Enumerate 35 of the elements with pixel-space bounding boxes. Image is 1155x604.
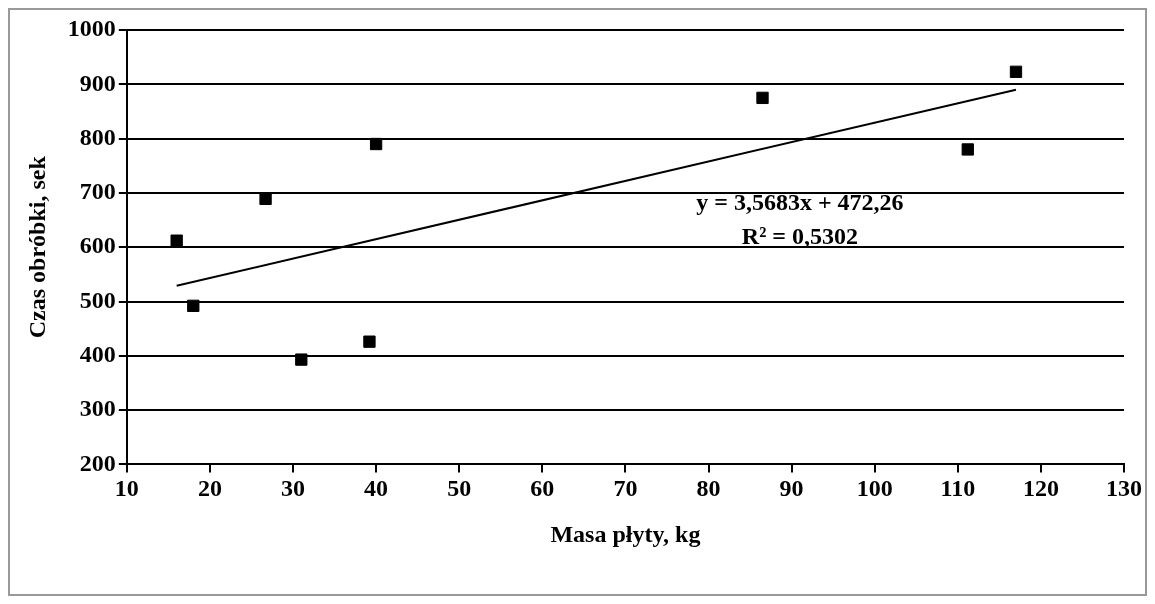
y-tick-label: 300 [79, 395, 116, 422]
x-tick-label: 90 [779, 475, 804, 501]
point [369, 137, 383, 151]
point [756, 91, 769, 105]
x-tick-label: 110 [940, 475, 976, 501]
y-tick-label: 800 [79, 123, 116, 150]
x-tick-label: 20 [197, 475, 222, 501]
point [187, 299, 200, 312]
y-tick-label: 700 [79, 178, 116, 205]
y-tick-label: 200 [79, 449, 116, 476]
x-tick-label: 130 [1106, 475, 1142, 501]
x-axis-title: Masa płyty, kg [550, 520, 701, 547]
y-tick-label: 1000 [67, 15, 116, 42]
point [1009, 65, 1023, 78]
point [961, 143, 974, 156]
y-tick-label: 500 [79, 286, 116, 313]
point [259, 192, 272, 206]
y-tick-label: 400 [79, 341, 116, 367]
x-tick-label: 30 [281, 475, 305, 501]
point [363, 335, 376, 348]
y-tick-label: 600 [79, 232, 116, 259]
x-tick-label: 10 [114, 475, 139, 501]
annotation: R² = 0,5302 [741, 222, 859, 249]
point [170, 234, 183, 247]
y-axis-title: Czas obróbki, sek [23, 155, 50, 339]
y-tick-label: 900 [79, 69, 116, 96]
annotation: y = 3,5683x + 472,26 [696, 188, 904, 215]
x-tick-label: 100 [856, 475, 893, 501]
x-tick-label: 80 [696, 475, 721, 501]
x-tick-label: 70 [613, 475, 638, 501]
x-tick-label: 60 [530, 475, 555, 501]
point [295, 353, 308, 366]
x-tick-label: 50 [447, 475, 472, 501]
x-tick-label: 120 [1022, 475, 1059, 501]
x-tick-label: 40 [364, 475, 389, 501]
